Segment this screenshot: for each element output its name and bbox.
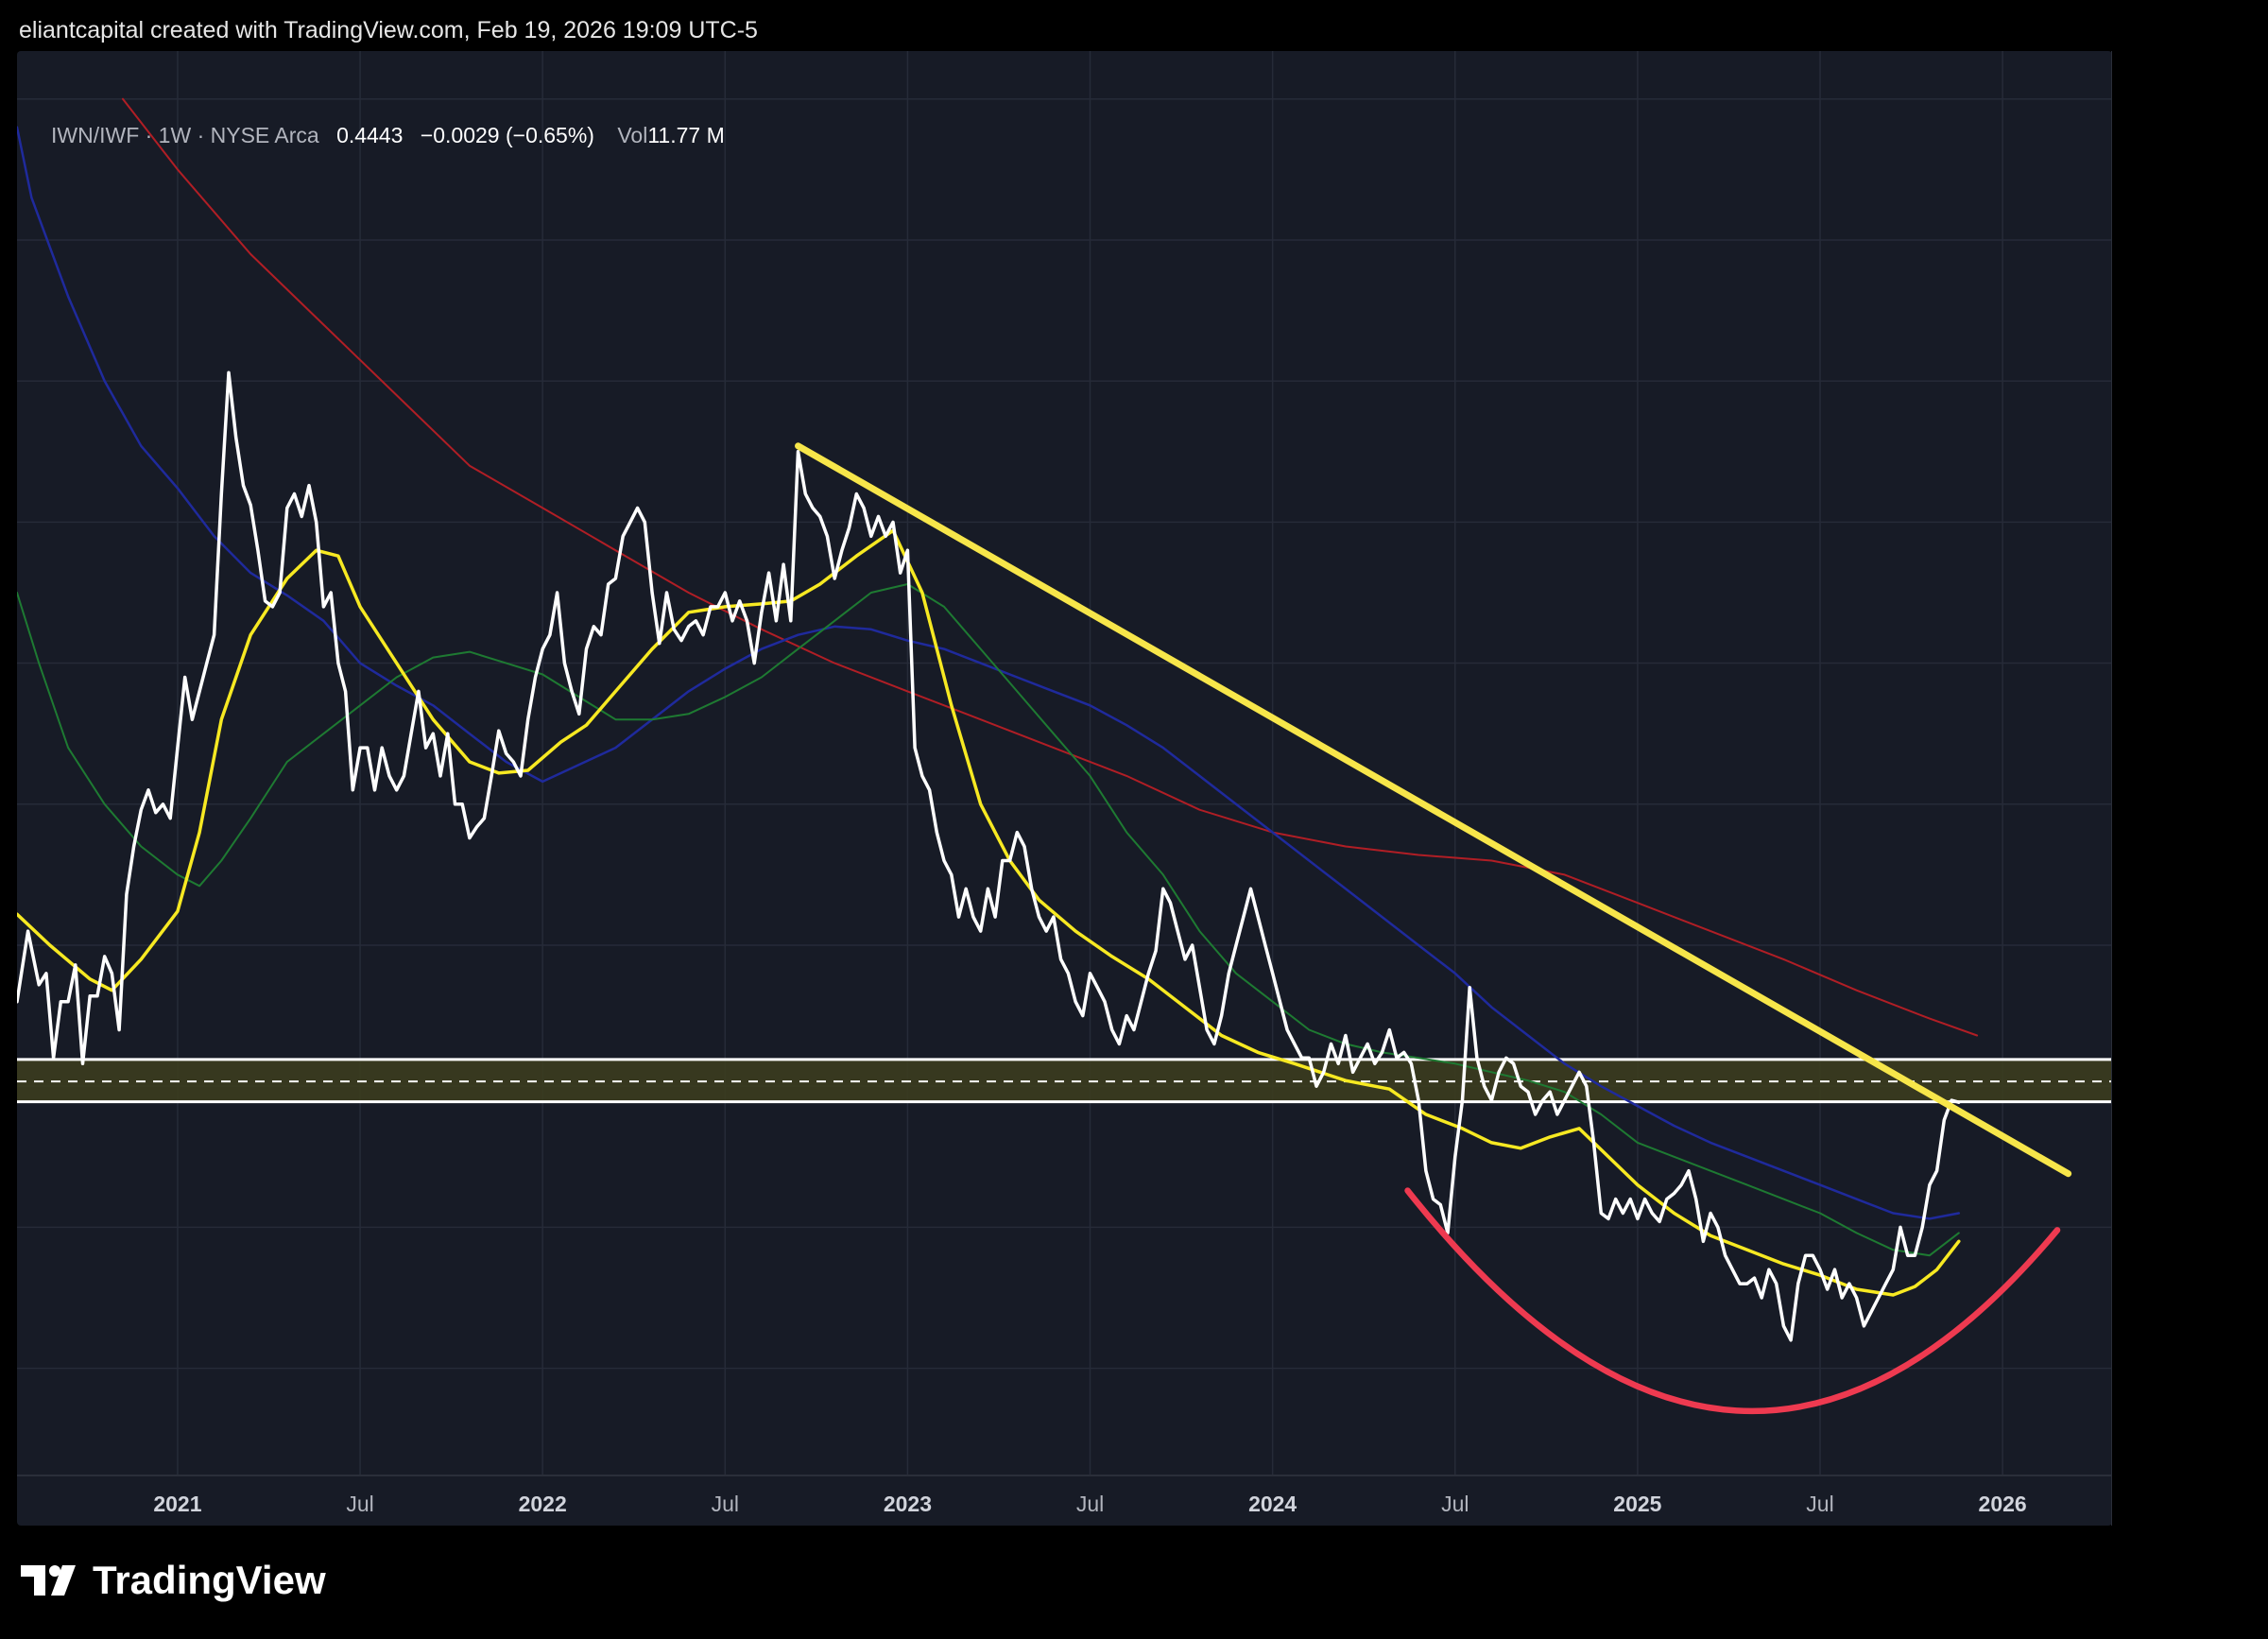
time-tick-label: Jul [346, 1492, 373, 1516]
tradingview-brand: TradingView [93, 1558, 326, 1602]
time-tick-label: Jul [1076, 1492, 1104, 1516]
downtrend-line [795, 442, 2072, 1178]
time-axis[interactable]: 2021 Jul 2022 Jul 2023 Jul 2024 Jul 2025 Jul 2026 [153, 1492, 2026, 1516]
tradingview-logo[interactable]: TradingView [21, 1558, 326, 1603]
cup-arc [1404, 1187, 2061, 1415]
ma-navy-line [17, 126, 1961, 1220]
volume-label: Vol [617, 123, 648, 147]
last-price: 0.4443 [336, 123, 404, 147]
tradingview-logo-icon [21, 1565, 76, 1596]
time-tick-label: Jul [1441, 1492, 1469, 1516]
attribution-header: eliantcapital created with TradingView.c… [19, 17, 758, 43]
chart-area[interactable]: 0.80000.75000.70000.65000.60000.55000.50… [17, 51, 2112, 1526]
time-tick-label: 2023 [884, 1492, 932, 1516]
ma-yellow-line [17, 528, 1961, 1297]
ma-green-line [17, 583, 1960, 1257]
plot-background [17, 51, 2112, 1526]
price-change: −0.0029 (−0.65%) [420, 123, 594, 147]
time-tick-label: 2026 [1979, 1492, 2027, 1516]
symbol-info[interactable]: IWN/IWF · 1W · NYSE Arca [51, 123, 319, 147]
support-zone [17, 1058, 2112, 1104]
price-line [17, 371, 1961, 1342]
annotation-layer [795, 442, 2072, 1415]
price-chart[interactable]: 0.80000.75000.70000.65000.60000.55000.50… [17, 51, 2112, 1526]
time-tick-label: Jul [1806, 1492, 1833, 1516]
time-tick-label: Jul [712, 1492, 739, 1516]
time-tick-label: 2024 [1248, 1492, 1297, 1516]
series-layer [17, 97, 1979, 1342]
symbol-legend: IWN/IWF · 1W · NYSE Arca 0.4443 −0.0029 … [51, 123, 725, 148]
time-tick-label: 2021 [153, 1492, 201, 1516]
ma-red-line [122, 97, 1979, 1037]
time-tick-label: 2022 [519, 1492, 567, 1516]
grid-lines [17, 51, 2112, 1475]
volume-value: 11.77 M [647, 123, 725, 147]
time-tick-label: 2025 [1613, 1492, 1661, 1516]
